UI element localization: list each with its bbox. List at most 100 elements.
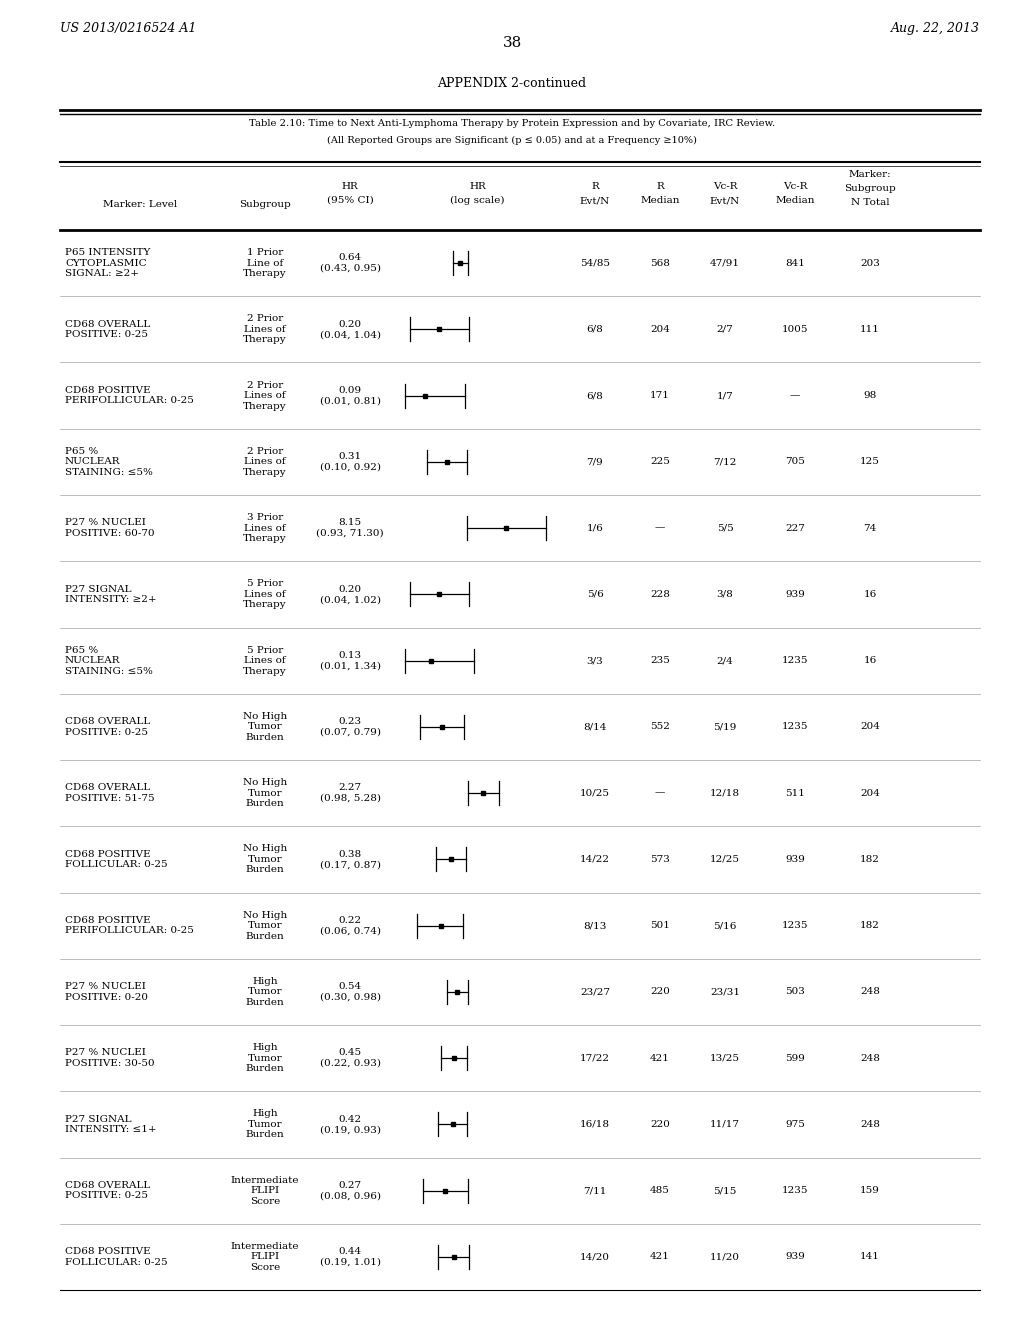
Text: 11/20: 11/20 <box>710 1253 740 1262</box>
Text: 0.23
(0.07, 0.79): 0.23 (0.07, 0.79) <box>319 717 381 737</box>
Text: P27 % NUCLEI
POSITIVE: 60-70: P27 % NUCLEI POSITIVE: 60-70 <box>65 519 155 537</box>
Text: 1235: 1235 <box>781 722 808 731</box>
Text: —: — <box>790 391 800 400</box>
Text: 12/25: 12/25 <box>710 855 740 863</box>
Text: 5/15: 5/15 <box>714 1187 736 1195</box>
Text: P65 %
NUCLEAR
STAINING: ≤5%: P65 % NUCLEAR STAINING: ≤5% <box>65 645 153 676</box>
Text: 225: 225 <box>650 457 670 466</box>
Text: 1/6: 1/6 <box>587 524 603 533</box>
Text: 6/8: 6/8 <box>587 391 603 400</box>
Text: 1005: 1005 <box>781 325 808 334</box>
Text: P27 SIGNAL
INTENSITY: ≥2+: P27 SIGNAL INTENSITY: ≥2+ <box>65 585 157 605</box>
Text: 0.20
(0.04, 1.02): 0.20 (0.04, 1.02) <box>319 585 381 605</box>
Text: P27 % NUCLEI
POSITIVE: 0-20: P27 % NUCLEI POSITIVE: 0-20 <box>65 982 148 1002</box>
Text: No High
Tumor
Burden: No High Tumor Burden <box>243 845 287 874</box>
Text: 98: 98 <box>863 391 877 400</box>
Text: 74: 74 <box>863 524 877 533</box>
Text: 3/3: 3/3 <box>587 656 603 665</box>
Text: P27 % NUCLEI
POSITIVE: 30-50: P27 % NUCLEI POSITIVE: 30-50 <box>65 1048 155 1068</box>
Text: 0.54
(0.30, 0.98): 0.54 (0.30, 0.98) <box>319 982 381 1002</box>
Text: 503: 503 <box>785 987 805 997</box>
Text: 6/8: 6/8 <box>587 325 603 334</box>
Text: N Total: N Total <box>851 198 889 207</box>
Text: 485: 485 <box>650 1187 670 1195</box>
Text: 552: 552 <box>650 722 670 731</box>
Text: 220: 220 <box>650 987 670 997</box>
Text: 841: 841 <box>785 259 805 268</box>
Text: P27 SIGNAL
INTENSITY: ≤1+: P27 SIGNAL INTENSITY: ≤1+ <box>65 1114 157 1134</box>
Text: 975: 975 <box>785 1119 805 1129</box>
Text: 421: 421 <box>650 1253 670 1262</box>
Text: 0.64
(0.43, 0.95): 0.64 (0.43, 0.95) <box>319 253 381 273</box>
Text: 0.31
(0.10, 0.92): 0.31 (0.10, 0.92) <box>319 453 381 471</box>
Text: 228: 228 <box>650 590 670 599</box>
Text: 599: 599 <box>785 1053 805 1063</box>
Text: High
Tumor
Burden: High Tumor Burden <box>246 1110 285 1139</box>
Text: Evt/N: Evt/N <box>580 195 610 205</box>
Text: 23/31: 23/31 <box>710 987 740 997</box>
Text: 204: 204 <box>860 722 880 731</box>
Text: 16: 16 <box>863 656 877 665</box>
Text: 204: 204 <box>650 325 670 334</box>
Text: 501: 501 <box>650 921 670 931</box>
Text: 1235: 1235 <box>781 656 808 665</box>
Text: 111: 111 <box>860 325 880 334</box>
Text: 248: 248 <box>860 1053 880 1063</box>
Text: 0.45
(0.22, 0.93): 0.45 (0.22, 0.93) <box>319 1048 381 1068</box>
Text: 248: 248 <box>860 987 880 997</box>
Text: Median: Median <box>640 195 680 205</box>
Text: Intermediate
FLIPI
Score: Intermediate FLIPI Score <box>230 1176 299 1205</box>
Text: 1235: 1235 <box>781 1187 808 1195</box>
Text: CD68 POSITIVE
PERIFOLLICULAR: 0-25: CD68 POSITIVE PERIFOLLICULAR: 0-25 <box>65 385 194 405</box>
Text: 54/85: 54/85 <box>580 259 610 268</box>
Text: 125: 125 <box>860 457 880 466</box>
Text: 568: 568 <box>650 259 670 268</box>
Text: 182: 182 <box>860 855 880 863</box>
Text: 7/9: 7/9 <box>587 457 603 466</box>
Text: 573: 573 <box>650 855 670 863</box>
Text: HR: HR <box>342 182 358 191</box>
Text: 182: 182 <box>860 921 880 931</box>
Text: 16/18: 16/18 <box>580 1119 610 1129</box>
Text: 0.42
(0.19, 0.93): 0.42 (0.19, 0.93) <box>319 1114 381 1134</box>
Text: 939: 939 <box>785 1253 805 1262</box>
Text: 0.20
(0.04, 1.04): 0.20 (0.04, 1.04) <box>319 319 381 339</box>
Text: 12/18: 12/18 <box>710 788 740 797</box>
Text: 7/12: 7/12 <box>714 457 736 466</box>
Text: 421: 421 <box>650 1053 670 1063</box>
Text: HR: HR <box>469 182 485 191</box>
Text: 38: 38 <box>503 36 521 50</box>
Text: 939: 939 <box>785 590 805 599</box>
Text: 10/25: 10/25 <box>580 788 610 797</box>
Text: 2.27
(0.98, 5.28): 2.27 (0.98, 5.28) <box>319 784 381 803</box>
Text: CD68 OVERALL
POSITIVE: 0-25: CD68 OVERALL POSITIVE: 0-25 <box>65 319 151 339</box>
Text: 2 Prior
Lines of
Therapy: 2 Prior Lines of Therapy <box>243 447 287 477</box>
Text: —: — <box>654 524 666 533</box>
Text: 8.15
(0.93, 71.30): 8.15 (0.93, 71.30) <box>316 519 384 537</box>
Text: R: R <box>591 182 599 191</box>
Text: Median: Median <box>775 195 815 205</box>
Text: High
Tumor
Burden: High Tumor Burden <box>246 1043 285 1073</box>
Text: 5/19: 5/19 <box>714 722 736 731</box>
Text: 141: 141 <box>860 1253 880 1262</box>
Text: 1 Prior
Line of
Therapy: 1 Prior Line of Therapy <box>243 248 287 279</box>
Text: 7/11: 7/11 <box>584 1187 606 1195</box>
Text: R: R <box>656 182 664 191</box>
Text: Subgroup: Subgroup <box>844 183 896 193</box>
Text: US 2013/0216524 A1: US 2013/0216524 A1 <box>60 22 197 36</box>
Text: 17/22: 17/22 <box>580 1053 610 1063</box>
Text: 159: 159 <box>860 1187 880 1195</box>
Text: —: — <box>654 788 666 797</box>
Text: 248: 248 <box>860 1119 880 1129</box>
Text: 2/7: 2/7 <box>717 325 733 334</box>
Text: P65 %
NUCLEAR
STAINING: ≤5%: P65 % NUCLEAR STAINING: ≤5% <box>65 447 153 477</box>
Text: CD68 OVERALL
POSITIVE: 0-25: CD68 OVERALL POSITIVE: 0-25 <box>65 1181 151 1200</box>
Text: CD68 OVERALL
POSITIVE: 0-25: CD68 OVERALL POSITIVE: 0-25 <box>65 717 151 737</box>
Text: 3 Prior
Lines of
Therapy: 3 Prior Lines of Therapy <box>243 513 287 543</box>
Text: 14/20: 14/20 <box>580 1253 610 1262</box>
Text: 511: 511 <box>785 788 805 797</box>
Text: 171: 171 <box>650 391 670 400</box>
Text: 0.44
(0.19, 1.01): 0.44 (0.19, 1.01) <box>319 1247 381 1267</box>
Text: Subgroup: Subgroup <box>240 201 291 209</box>
Text: 8/13: 8/13 <box>584 921 606 931</box>
